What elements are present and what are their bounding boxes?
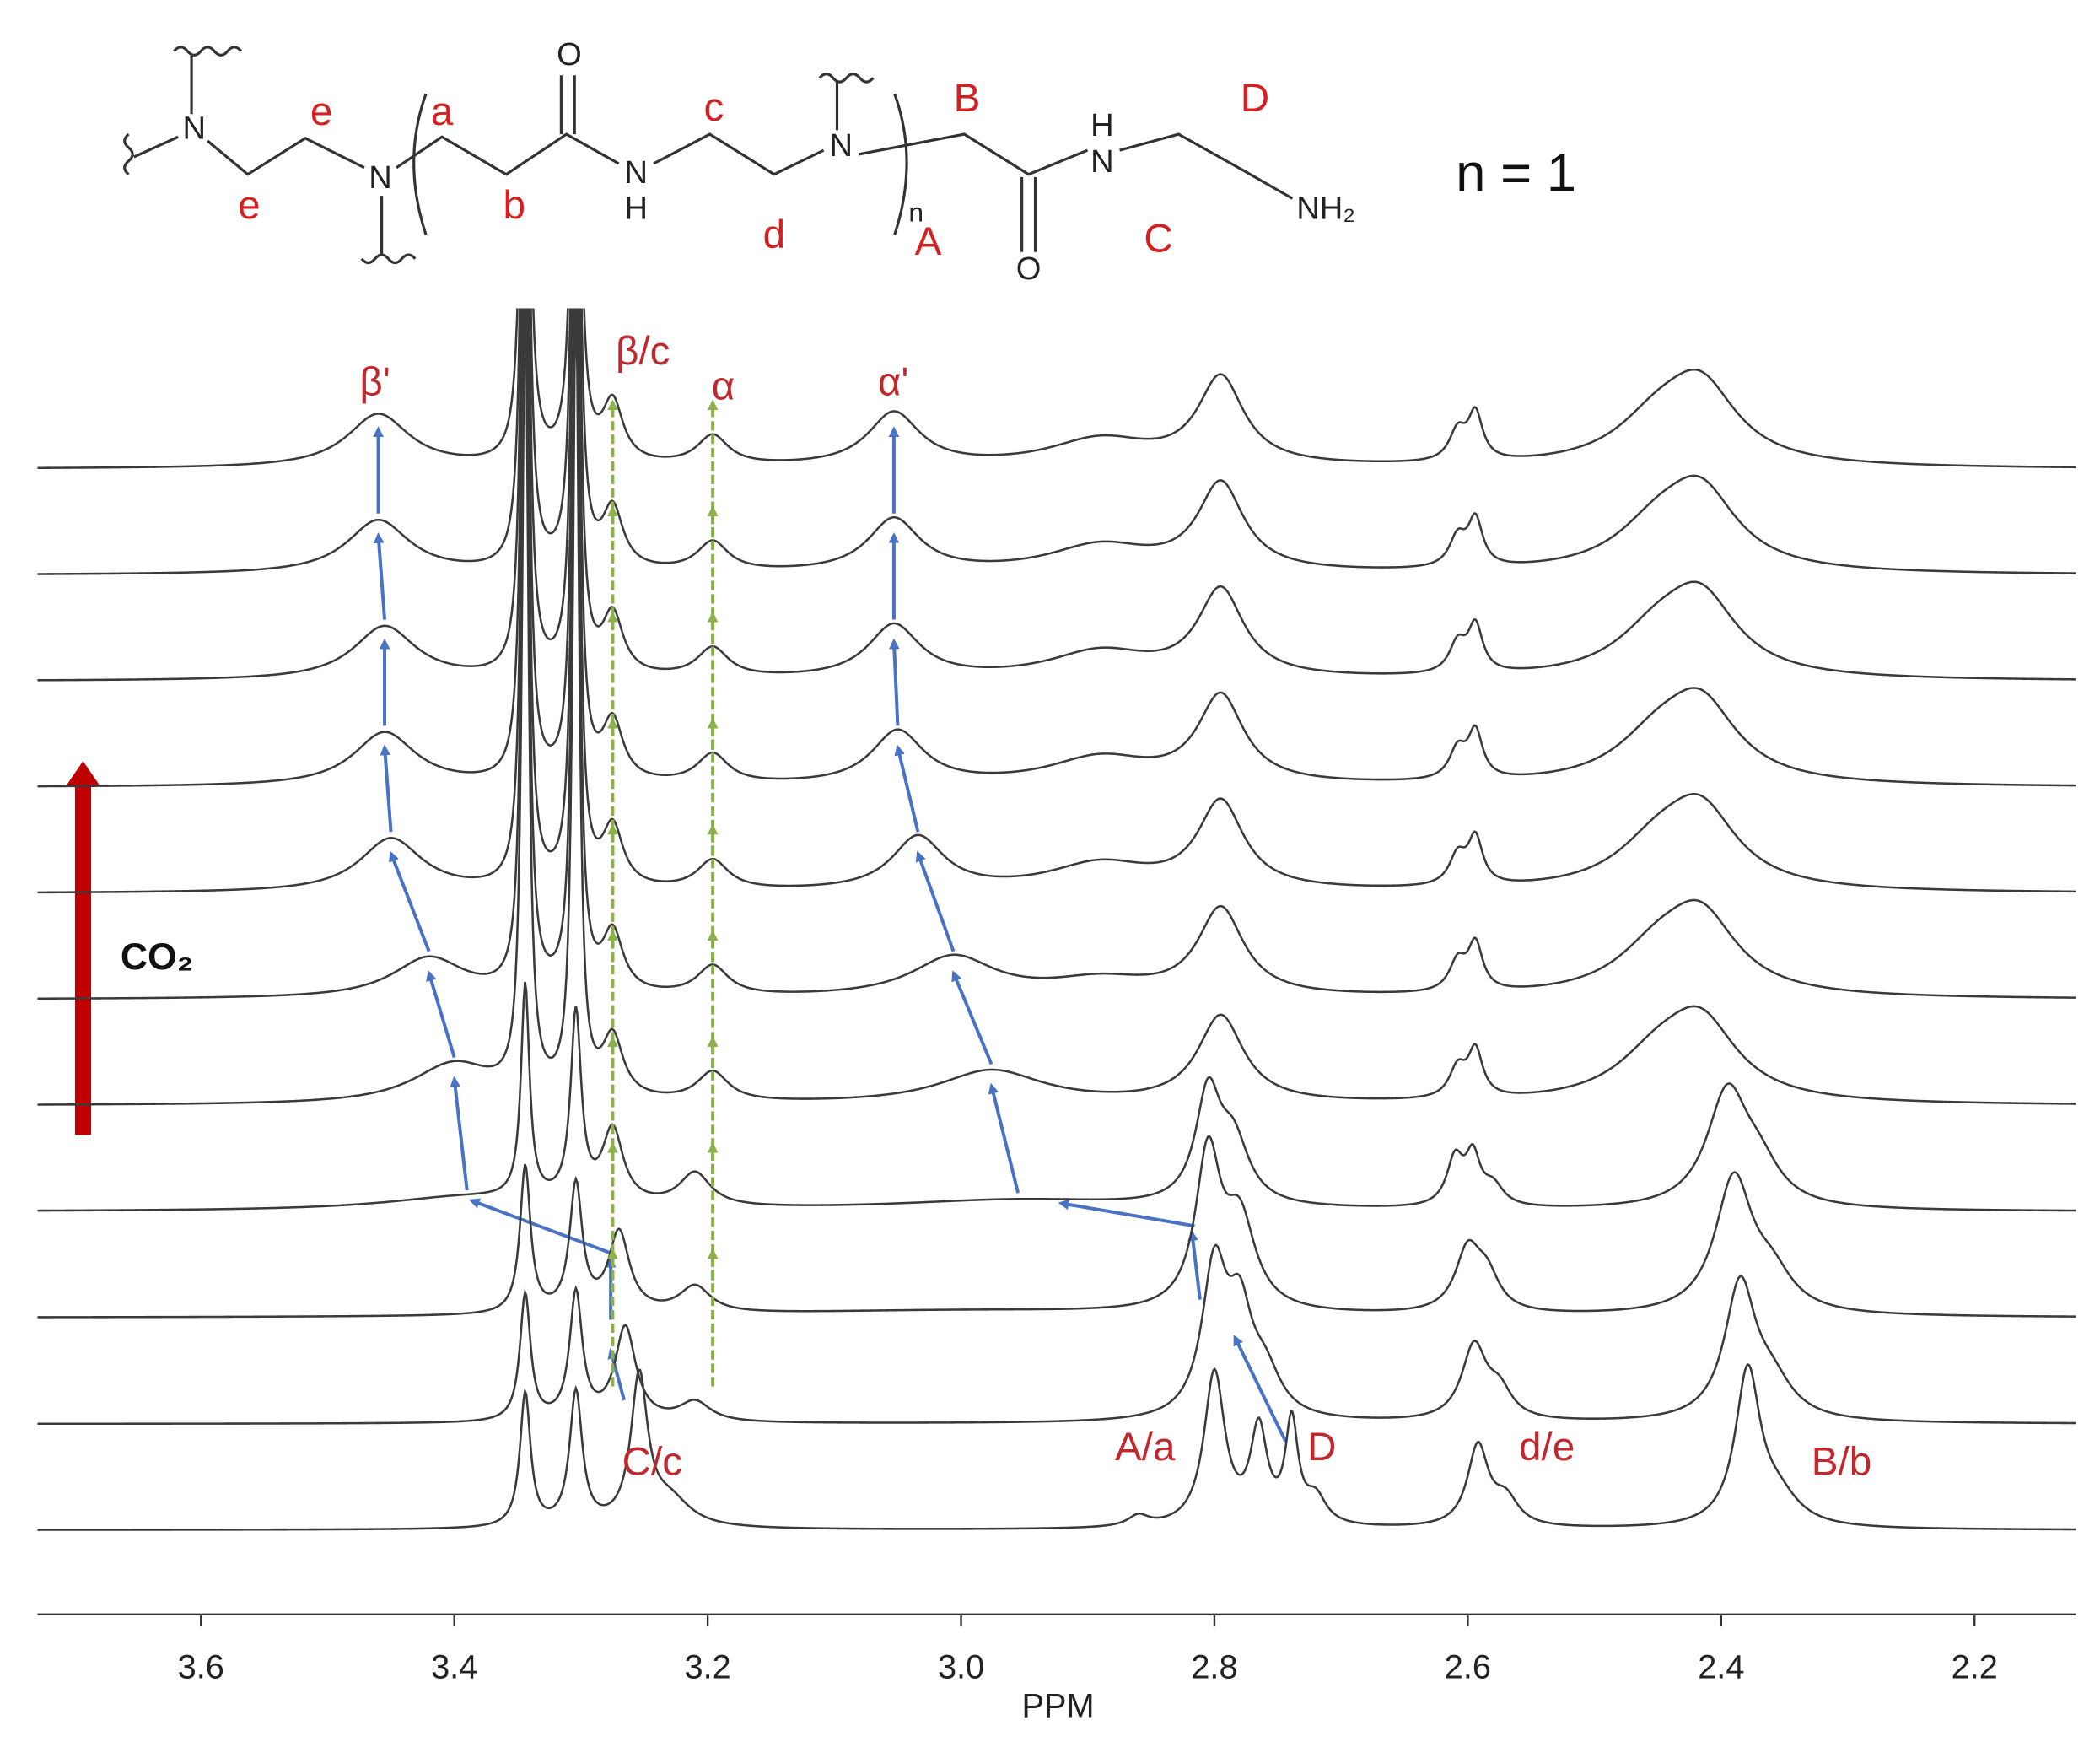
spectrum [37,308,2076,894]
peak-label: β' [359,360,390,405]
atom: N [182,111,206,146]
structure: N N O N H N O N H NH₂ e e a b c d B A C … [123,37,1576,287]
peak-label: α [712,364,735,408]
label: e [310,89,333,134]
spectrum [37,1362,2076,1531]
atom: O [557,37,582,73]
label: A [915,219,942,264]
x-tick-label: 2.2 [1952,1648,1998,1685]
atom: H [625,191,649,227]
peak-label: d/e [1519,1425,1575,1469]
label: D [1241,76,1269,121]
x-tick-label: 3.2 [685,1648,731,1685]
label: b [503,183,526,228]
shift-arrow [450,1076,469,1191]
shift-arrow [915,850,956,952]
spectrum [37,1243,2076,1426]
spectrum [37,308,2076,470]
peak-label: B/b [1812,1440,1871,1485]
atom: N [830,128,853,164]
x-axis-label: PPM [1022,1687,1095,1724]
x-tick-label: 2.6 [1445,1648,1491,1685]
co2-arrow-head [65,761,101,787]
shift-arrow [894,744,920,833]
label: a [431,89,454,134]
atom: NH₂ [1296,191,1355,227]
spectrum [37,308,2076,1106]
assignment-arrows [469,1198,1288,1443]
spectrum [37,308,2076,575]
x-tick-label: 3.4 [431,1648,477,1685]
atom: N [625,155,649,191]
peak-label: β/c [616,329,670,374]
peak-label: C/c [622,1440,682,1485]
x-tick-label: 2.8 [1191,1648,1237,1685]
atom: O [1016,251,1042,287]
peak-label: A/a [1115,1425,1176,1469]
spectrum [37,308,2076,788]
shift-arrow [373,532,387,620]
shift-arrow [380,744,393,833]
peak-label: α' [878,360,909,405]
atom: N [1090,144,1114,180]
shift-arrow [426,970,456,1059]
spectra [37,308,2076,1531]
label: e [238,183,261,228]
label: B [954,76,981,121]
shift-arrow [389,850,431,952]
x-tick-label: 2.4 [1698,1648,1744,1685]
label: d [763,213,786,257]
x-tick-label: 3.6 [178,1648,224,1685]
repeat-label: n = 1 [1456,143,1576,203]
spectrum [37,308,2076,682]
spectrum [37,981,2076,1212]
atom: N [369,160,392,196]
shift-arrow [951,970,993,1065]
spectrum [37,308,2076,1000]
shift-arrow [988,1082,1020,1194]
co2-label: CO₂ [121,936,193,978]
label: C [1144,217,1172,262]
co2-arrow [74,784,91,1135]
peak-label: D [1307,1425,1336,1469]
label: n [908,197,923,228]
shift-arrow [888,638,900,726]
x-tick-label: 3.0 [938,1648,984,1685]
label: c [704,85,724,130]
spectrum [37,1135,2076,1318]
atom: H [1090,108,1114,143]
